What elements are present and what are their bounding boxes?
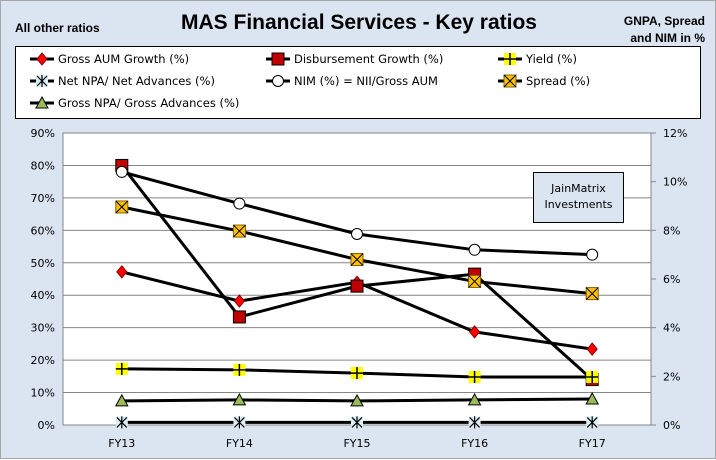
legend-marker [272, 75, 284, 87]
legend-marker [504, 53, 516, 65]
right-axis-note-line1: GNPA, Spread [623, 14, 705, 28]
data-point [232, 392, 247, 406]
legend-label: Gross NPA/ Gross Advances (%) [58, 96, 240, 110]
legend-item: NIM (%) = NII/Gross AUM [264, 72, 438, 90]
legend-marker-icon [30, 75, 54, 87]
right-tick-label: 8% [663, 224, 680, 237]
x-tick-label: FY14 [226, 437, 253, 450]
data-point [350, 253, 364, 267]
data-point [115, 362, 128, 375]
data-point [232, 310, 246, 324]
legend-item: Net NPA/ Net Advances (%) [28, 72, 215, 90]
x-tick-label: FY16 [461, 437, 488, 450]
legend: Gross AUM Growth (%) Disbursement Growth … [15, 46, 701, 119]
left-axis-note: All other ratios [15, 21, 100, 35]
right-axis-note: GNPA, Spread and NIM in % [595, 13, 705, 47]
legend-label: Yield (%) [526, 52, 577, 66]
legend-item: Gross NPA/ Gross Advances (%) [28, 94, 239, 112]
data-point [351, 367, 363, 380]
right-tick-label: 2% [663, 370, 680, 383]
data-point [350, 279, 364, 293]
data-point [115, 165, 128, 178]
left-tick-label: 60% [31, 224, 55, 237]
left-tick-label: 90% [31, 127, 55, 140]
data-point [233, 416, 246, 429]
legend-marker-icon [498, 74, 522, 88]
left-tick-label: 0% [38, 419, 55, 432]
legend-marker-icon [30, 52, 54, 66]
watermark-line1: JainMatrix [551, 182, 606, 195]
legend-label: Gross AUM Growth (%) [58, 52, 190, 66]
data-point [116, 265, 128, 279]
data-point [586, 248, 599, 261]
data-point [585, 391, 600, 405]
legend-item: Disbursement Growth (%) [264, 50, 443, 68]
legend-marker-icon [30, 96, 54, 109]
left-tick-label: 10% [31, 387, 55, 400]
right-axis-note-line2: and NIM in % [630, 31, 705, 45]
x-tick-label: FY13 [108, 437, 135, 450]
data-point [233, 294, 246, 308]
left-tick-label: 80% [31, 159, 55, 172]
watermark: JainMatrix Investments [533, 172, 624, 223]
left-tick-label: 30% [31, 322, 55, 335]
data-point [468, 370, 481, 383]
legend-label: Spread (%) [526, 74, 591, 88]
data-point [350, 393, 364, 407]
legend-marker-icon [266, 75, 290, 87]
legend-item: Gross AUM Growth (%) [28, 50, 189, 68]
left-tick-label: 20% [31, 354, 55, 367]
data-point [232, 224, 246, 238]
right-tick-label: 0% [663, 419, 680, 432]
right-tick-label: 4% [663, 322, 680, 335]
series-nim-nii-gross-aum [115, 165, 599, 261]
data-point [585, 287, 599, 301]
data-point [468, 243, 481, 256]
left-tick-label: 70% [31, 192, 55, 205]
data-point [114, 393, 129, 407]
legend-item: Yield (%) [496, 50, 577, 68]
series-spread [115, 200, 599, 301]
legend-marker [35, 96, 49, 109]
x-tick-label: FY15 [343, 437, 370, 450]
data-point [468, 274, 482, 288]
left-tick-label: 40% [31, 289, 55, 302]
data-point [115, 200, 129, 214]
right-tick-label: 6% [663, 273, 680, 286]
data-point [233, 197, 246, 210]
data-point [586, 342, 598, 356]
data-point [351, 227, 363, 240]
legend-marker-icon [498, 53, 522, 65]
x-tick-label: FY17 [579, 437, 606, 450]
data-point [233, 363, 246, 376]
data-point [586, 370, 599, 383]
legend-label: Net NPA/ Net Advances (%) [58, 74, 215, 88]
legend-item: Spread (%) [496, 72, 590, 90]
legend-marker [36, 75, 48, 87]
data-point [468, 325, 481, 339]
data-point [115, 416, 128, 429]
right-tick-label: 12% [663, 127, 687, 140]
legend-marker [36, 52, 48, 66]
chart-title: MAS Financial Services - Key ratios [181, 11, 537, 34]
watermark-line2: Investments [544, 198, 613, 211]
legend-marker [271, 52, 285, 66]
legend-marker-icon [266, 52, 290, 66]
series-yield [115, 362, 599, 383]
series-gross-npa-gross-advances [114, 391, 600, 407]
data-point [467, 392, 482, 406]
data-point [468, 416, 481, 429]
data-point [351, 416, 363, 429]
left-tick-label: 50% [31, 257, 55, 270]
right-tick-label: 10% [663, 176, 687, 189]
legend-label: Disbursement Growth (%) [294, 52, 444, 66]
legend-label: NIM (%) = NII/Gross AUM [294, 74, 438, 88]
data-point [586, 416, 599, 429]
legend-marker [503, 74, 517, 88]
series-net-npa-net-advances [115, 416, 599, 429]
